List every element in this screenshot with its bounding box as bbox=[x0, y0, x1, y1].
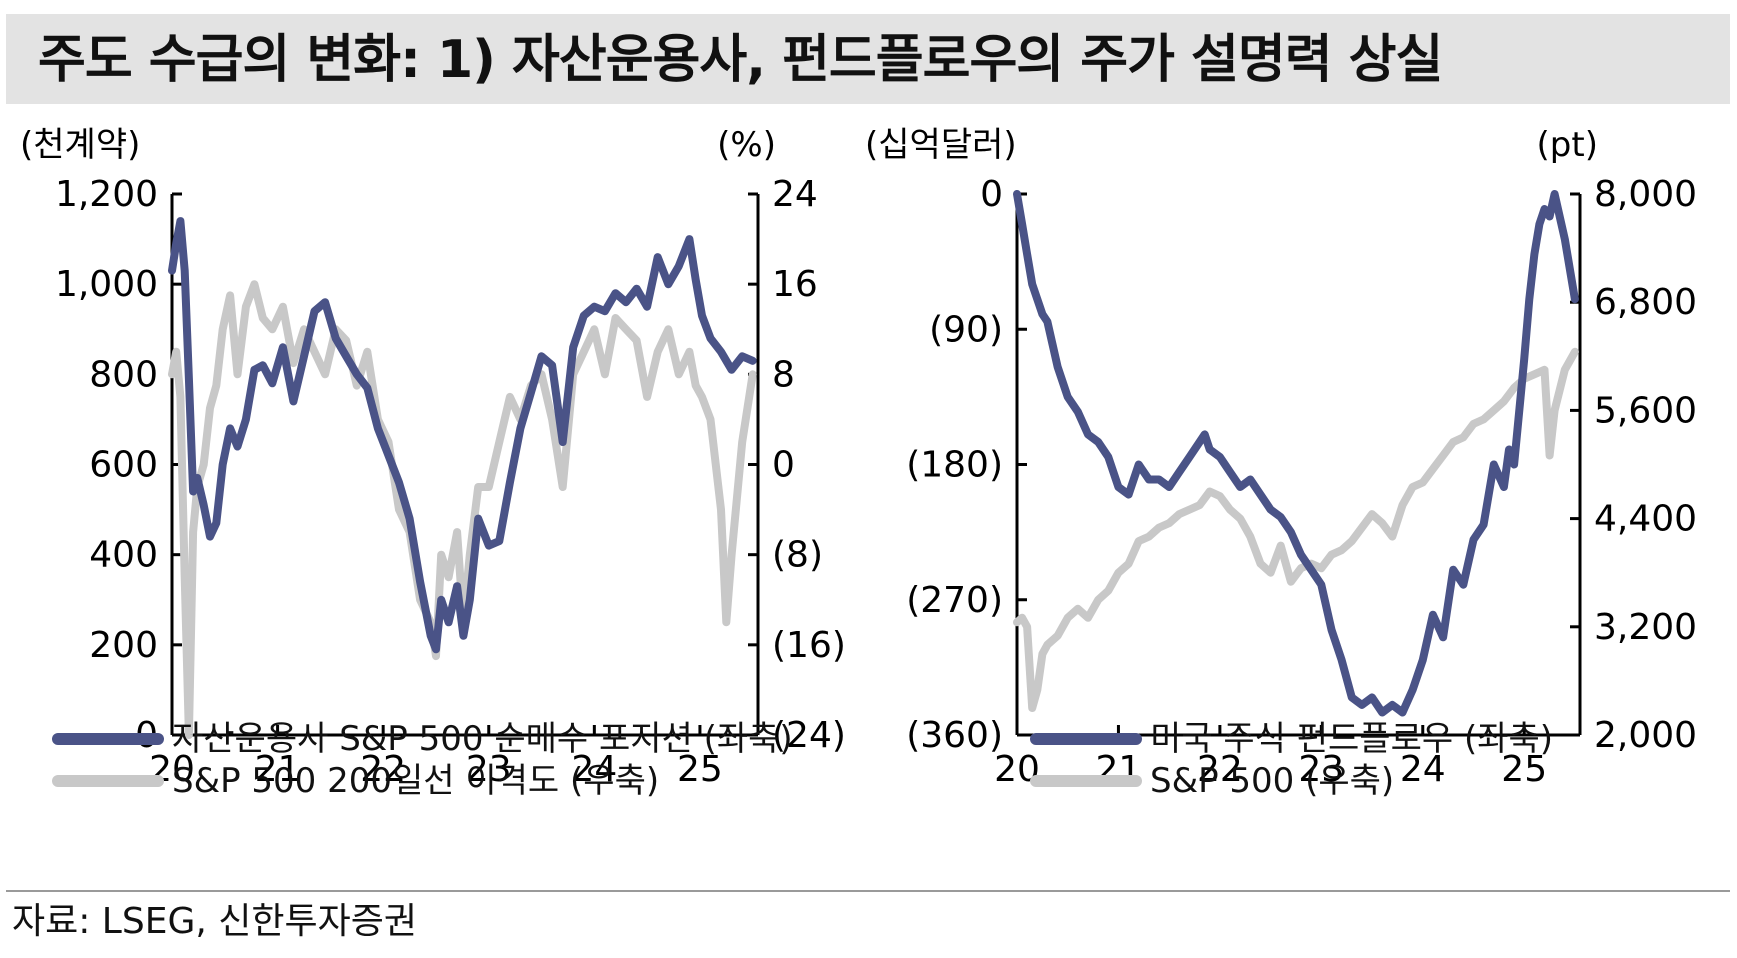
left-tick-label: (360) bbox=[906, 715, 1003, 756]
legend-right-chart: 미국 주식 펀드플로우 (좌축) S&P 500 (우축) bbox=[1030, 718, 1553, 802]
legend-swatch-dark bbox=[1030, 733, 1142, 745]
left-tick-label: 600 bbox=[89, 445, 158, 486]
left-unit-label: (십억달러) bbox=[865, 125, 1017, 165]
right-tick-label: 5,600 bbox=[1594, 390, 1697, 431]
right-tick-label: 4,400 bbox=[1594, 499, 1697, 540]
x-tick-label: 24 bbox=[571, 749, 617, 790]
right-tick-label: (16) bbox=[772, 625, 846, 666]
x-tick-label: 24 bbox=[1400, 749, 1446, 790]
x-tick-label: 23 bbox=[466, 749, 512, 790]
left-tick-label: (180) bbox=[906, 445, 1003, 486]
legend-left-chart: 자산운용사 S&P 500 순매수 포지션 (좌축) S&P 500 200일선… bbox=[52, 718, 793, 802]
x-tick-label: 25 bbox=[1501, 749, 1547, 790]
legend-item: 자산운용사 S&P 500 순매수 포지션 (좌축) bbox=[52, 718, 793, 760]
series-line-right-axis bbox=[168, 280, 757, 739]
legend-item: 미국 주식 펀드플로우 (좌축) bbox=[1030, 718, 1553, 760]
legend-label: 자산운용사 S&P 500 순매수 포지션 (좌축) bbox=[172, 719, 793, 759]
left-tick-label: 0 bbox=[980, 174, 1003, 215]
legend-item: S&P 500 200일선 이격도 (우축) bbox=[52, 760, 793, 802]
right-tick-label: 0 bbox=[772, 445, 795, 486]
series-line-right-axis bbox=[1013, 347, 1579, 712]
left-tick-label: 1,000 bbox=[55, 264, 158, 305]
source-note: 자료: LSEG, 신한투자증권 bbox=[12, 901, 417, 942]
footer-divider bbox=[6, 890, 1730, 892]
left-tick-label: 800 bbox=[89, 354, 158, 395]
legend-item: S&P 500 (우축) bbox=[1030, 760, 1553, 802]
right-tick-label: 16 bbox=[772, 264, 818, 305]
right-unit-label: (pt) bbox=[1537, 125, 1598, 165]
x-tick-label: 23 bbox=[1298, 749, 1344, 790]
left-unit-label: (천계약) bbox=[20, 125, 140, 165]
series-line-left-axis bbox=[168, 217, 757, 654]
right-tick-label: (24) bbox=[772, 715, 846, 756]
left-tick-label: 400 bbox=[89, 535, 158, 576]
x-tick-label: 25 bbox=[677, 749, 723, 790]
legend-label: S&P 500 200일선 이격도 (우축) bbox=[172, 761, 660, 801]
legend-label: 미국 주식 펀드플로우 (좌축) bbox=[1150, 719, 1554, 759]
left-tick-label: 200 bbox=[89, 625, 158, 666]
title-bar: 주도 수급의 변화: 1) 자산운용사, 펀드플로우의 주가 설명력 상실 bbox=[6, 14, 1730, 104]
left-tick-label: (90) bbox=[929, 309, 1003, 350]
right-tick-label: 6,800 bbox=[1594, 282, 1697, 323]
x-tick-label: 21 bbox=[255, 749, 301, 790]
right-unit-label: (%) bbox=[717, 125, 776, 165]
right-tick-label: (8) bbox=[772, 535, 823, 576]
legend-swatch-light bbox=[52, 775, 164, 787]
x-tick-label: 22 bbox=[1197, 749, 1243, 790]
right-tick-label: 8,000 bbox=[1594, 174, 1697, 215]
left-tick-label: (270) bbox=[906, 580, 1003, 621]
right-tick-label: 2,000 bbox=[1594, 715, 1697, 756]
series-line-left-axis bbox=[1013, 190, 1579, 717]
page-title: 주도 수급의 변화: 1) 자산운용사, 펀드플로우의 주가 설명력 상실 bbox=[38, 30, 1443, 90]
legend-label: S&P 500 (우축) bbox=[1150, 761, 1395, 801]
x-tick-label: 22 bbox=[360, 749, 406, 790]
left-tick-label: 1,200 bbox=[55, 174, 158, 215]
right-tick-label: 8 bbox=[772, 354, 795, 395]
right-tick-label: 3,200 bbox=[1594, 607, 1697, 648]
legend-swatch-dark bbox=[52, 733, 164, 745]
legend-swatch-light bbox=[1030, 775, 1142, 787]
right-tick-label: 24 bbox=[772, 174, 818, 215]
